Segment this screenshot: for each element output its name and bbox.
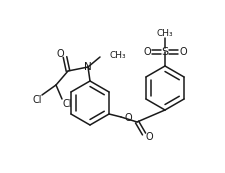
Text: CH₃: CH₃ — [109, 51, 126, 60]
Text: O: O — [179, 47, 187, 57]
Text: N: N — [84, 62, 92, 72]
Text: O: O — [143, 47, 151, 57]
Text: Cl: Cl — [32, 95, 42, 105]
Text: O: O — [145, 132, 153, 142]
Text: O: O — [56, 49, 64, 59]
Text: S: S — [162, 47, 169, 57]
Text: CH₃: CH₃ — [157, 30, 173, 39]
Text: Cl: Cl — [62, 99, 72, 109]
Text: O: O — [124, 113, 132, 123]
